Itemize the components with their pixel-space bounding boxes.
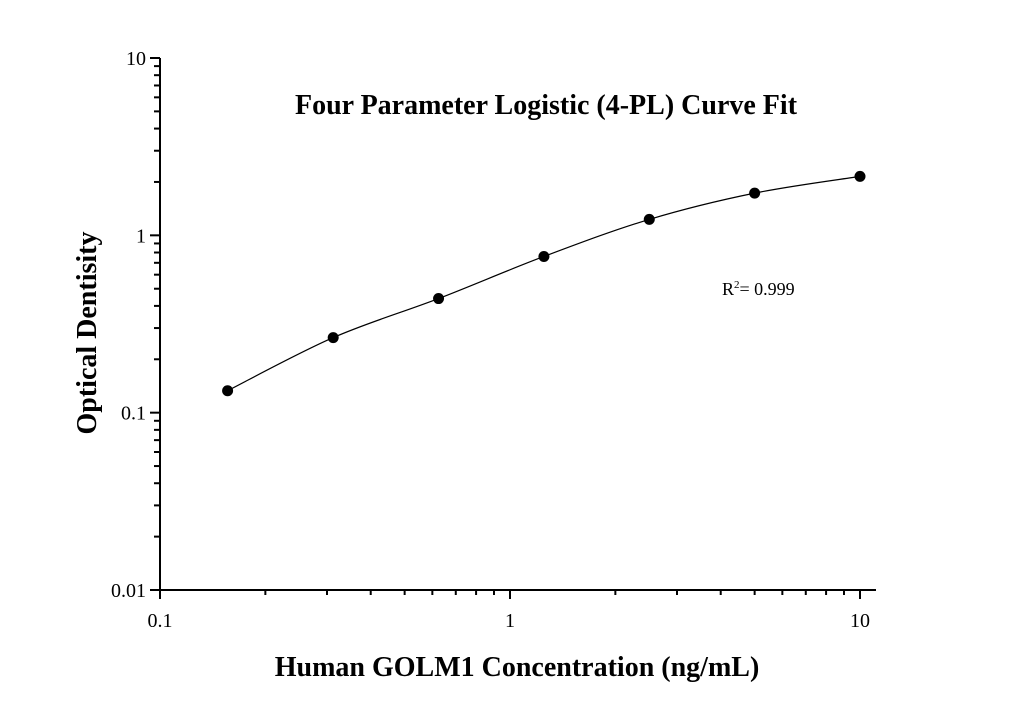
- data-point: [222, 385, 234, 397]
- y-tick-label: 10: [126, 48, 146, 70]
- chart-title: Four Parameter Logistic (4-PL) Curve Fit: [295, 90, 798, 121]
- data-point: [433, 293, 445, 305]
- data-point: [538, 250, 550, 262]
- data-point: [643, 213, 655, 225]
- x-axis-title: Human GOLM1 Concentration (ng/mL): [275, 652, 760, 683]
- x-tick-label: 10: [850, 610, 870, 632]
- r-squared-annotation: R2= 0.999: [722, 279, 795, 299]
- data-point: [749, 187, 761, 199]
- data-point: [327, 332, 339, 344]
- y-tick-label: 0.01: [111, 580, 146, 602]
- x-tick-label: 1: [505, 610, 515, 632]
- data-points: [222, 170, 866, 397]
- y-axis-title: Optical Dentisity: [72, 232, 103, 435]
- x-tick-label: 0.1: [148, 610, 173, 632]
- y-tick-label: 1: [136, 225, 146, 247]
- y-tick-label: 0.1: [121, 403, 146, 425]
- data-point: [854, 170, 866, 182]
